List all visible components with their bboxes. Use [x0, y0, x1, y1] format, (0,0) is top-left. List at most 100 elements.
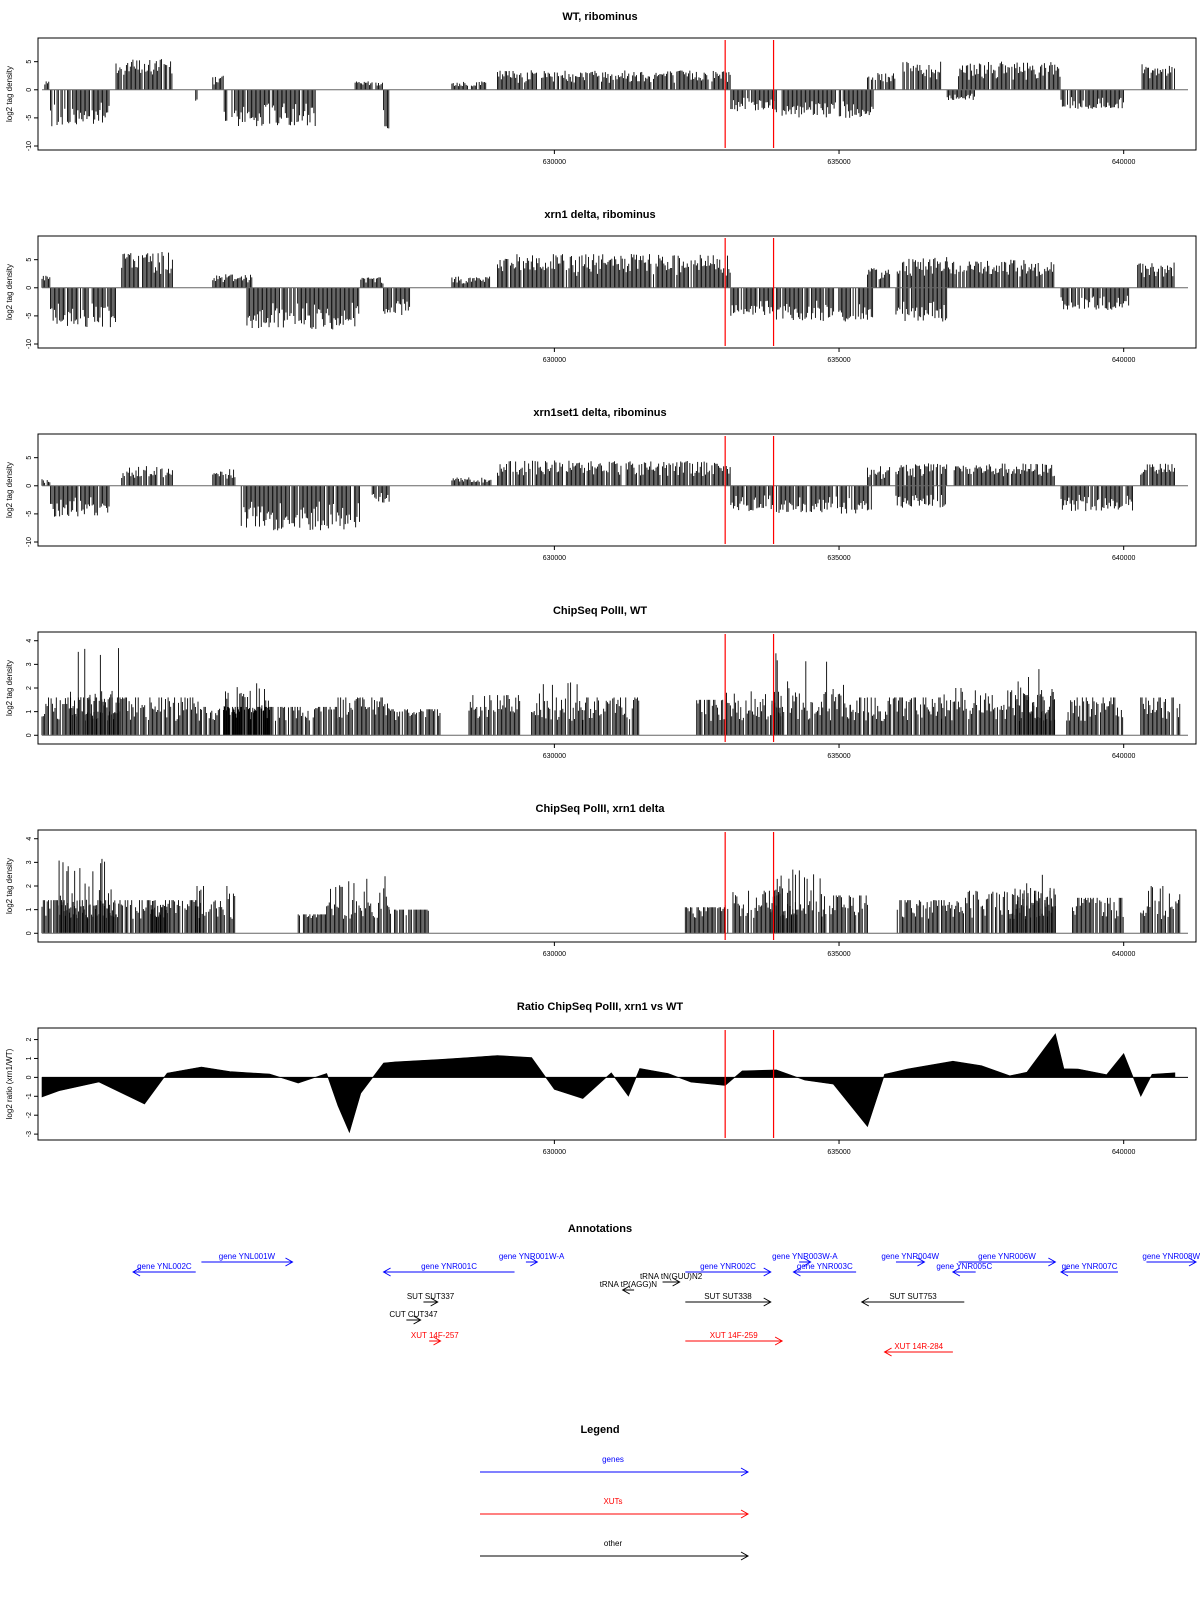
chart-marks [41, 251, 1188, 330]
annotation-gene: gene YNL002C [132, 1262, 196, 1277]
arrowhead-icon [285, 1257, 294, 1267]
annotation-other: CUT CUT347 [389, 1310, 438, 1325]
annotation-gene: gene YNR003C [792, 1262, 857, 1277]
legend-panel: Legend genes XUTs other [480, 1424, 750, 1561]
bar-segment [121, 466, 173, 486]
bar-segment [1060, 485, 1134, 512]
annotation-gene: gene YNR002C [685, 1262, 772, 1277]
bar-segment [240, 485, 361, 531]
annotation-label: tRNA tP(AGG)N [600, 1280, 658, 1289]
chart-panel: WT, ribominus 630000 635000 640000 -10 -5 0 5 lo… [5, 11, 1197, 166]
x-tick-label: 630000 [543, 357, 566, 364]
bar-segment [867, 268, 891, 288]
chart-title: ChipSeq PolII, WT [553, 605, 647, 617]
bar-segment [730, 287, 773, 316]
annotation-xut: XUT 14F-259 [685, 1331, 784, 1346]
bar-segment [451, 477, 492, 486]
x-tick-label: 630000 [543, 1149, 566, 1156]
bar-segment [496, 254, 731, 288]
chart-title: xrn1 delta, ribominus [544, 209, 655, 221]
bar-segment [212, 469, 236, 486]
bar-segment [388, 909, 429, 934]
y-axis: 0 1 2 3 4 log2 tag density [5, 837, 38, 935]
chart-marks [41, 648, 1188, 736]
arrowhead-icon [740, 1467, 750, 1477]
arrowhead-icon [382, 1267, 391, 1277]
chart-panel: ChipSeq PolII, xrn1 delta 630000 635000 640… [5, 803, 1197, 958]
bar-segment [354, 876, 390, 934]
x-tick-label: 635000 [827, 1149, 850, 1156]
bar-segment [946, 259, 1055, 288]
y-tick-label: 5 [26, 60, 33, 64]
bar-segment [388, 709, 441, 736]
legend-item: genes [480, 1455, 750, 1477]
arrowhead-icon [792, 1267, 801, 1277]
x-axis: 630000 635000 640000 [543, 546, 1135, 562]
annotation-gene: gene YNR005C [936, 1262, 992, 1277]
y-tick-label: -10 [26, 339, 33, 349]
x-tick-label: 640000 [1112, 951, 1135, 958]
legend-label: genes [602, 1455, 624, 1464]
bar-segment [895, 287, 948, 322]
arrowhead-icon [803, 1257, 812, 1267]
y-axis-label: log2 tag density [5, 660, 14, 716]
annotation-gene: gene YNR007C [1060, 1262, 1118, 1277]
bar-segment [965, 890, 1056, 934]
chart-marks [41, 1033, 1188, 1134]
bar-segment [371, 485, 390, 503]
y-tick-label: -5 [26, 115, 33, 121]
legend-item: XUTs [480, 1497, 750, 1519]
annotation-label: gene YNR005C [936, 1262, 992, 1271]
bar-segment [246, 287, 360, 330]
bar-segment [115, 59, 173, 90]
arrowhead-icon [1048, 1257, 1057, 1267]
arrowhead-icon [951, 1267, 961, 1277]
bar-segment [1060, 89, 1124, 109]
y-tick-label: -5 [26, 313, 33, 319]
bar-segment [730, 89, 777, 113]
annotation-other: tRNA tN(GUU)N2 [640, 1272, 703, 1287]
bar-segment [896, 257, 948, 288]
annotation-gene: gene YNR006W [958, 1252, 1057, 1267]
chart-panel: ChipSeq PolII, WT 630000 635000 640000 0 1 2 3 4… [5, 605, 1197, 760]
chart-title: Ratio ChipSeq PolII, xrn1 vs WT [517, 1001, 684, 1013]
arrowhead-icon [672, 1277, 681, 1287]
annotation-label: gene YNL002C [137, 1262, 192, 1271]
x-axis: 630000 635000 640000 [543, 1140, 1135, 1156]
bar-segment [1066, 697, 1124, 736]
bar-segment [496, 460, 731, 486]
bar-segment [770, 653, 851, 736]
arrowhead-icon [433, 1336, 442, 1346]
bar-segment [1060, 287, 1130, 310]
y-tick-label: -5 [26, 511, 33, 517]
annotation-label: gene YNR001C [421, 1262, 477, 1271]
x-tick-label: 635000 [827, 357, 850, 364]
x-tick-label: 630000 [543, 753, 566, 760]
bar-segment [223, 683, 271, 736]
bar-segment [212, 274, 253, 288]
arrowhead-icon [740, 1551, 750, 1561]
y-tick-label: 0 [26, 733, 33, 737]
annotation-label: SUT SUT338 [704, 1292, 752, 1301]
annotation-label: gene YNR008W [1142, 1252, 1200, 1261]
annotation-other: SUT SUT753 [860, 1292, 965, 1307]
y-tick-label: 2 [26, 1038, 33, 1042]
annotation-other: SUT SUT338 [685, 1292, 772, 1307]
y-tick-label: 3 [26, 662, 33, 666]
x-tick-label: 635000 [827, 555, 850, 562]
bar-segment [867, 73, 896, 90]
arrowhead-icon [1188, 1257, 1198, 1267]
chart-marks [42, 59, 1188, 129]
arrowhead-icon [413, 1315, 422, 1325]
bar-segment [383, 89, 390, 129]
annotation-label: XUT 14F-259 [710, 1331, 758, 1340]
legend-items: genes XUTs other [480, 1455, 750, 1561]
annotation-gene: gene YNR008W [1142, 1252, 1200, 1267]
annotation-gene: gene YNL001W [201, 1252, 294, 1267]
y-axis-label: log2 tag density [5, 264, 14, 320]
plot-frame [37, 433, 1197, 547]
bar-segment [775, 287, 874, 322]
legend-title: Legend [580, 1424, 619, 1436]
bar-segment [696, 699, 725, 736]
